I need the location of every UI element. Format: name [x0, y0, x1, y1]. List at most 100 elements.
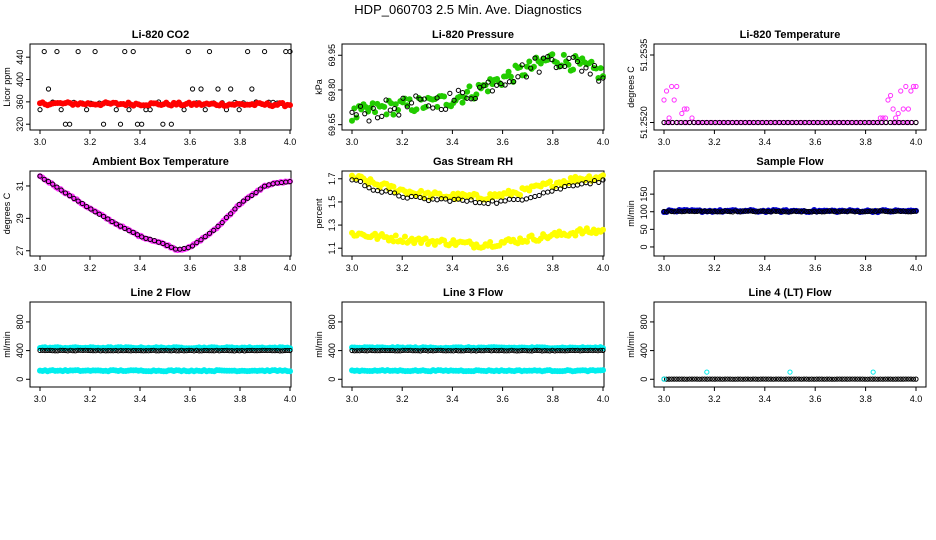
data-point	[421, 196, 427, 202]
data-point	[135, 347, 142, 354]
y-tick-label: 1.5	[327, 196, 337, 209]
data-point	[839, 376, 845, 382]
y-tick-label: 51.2520	[639, 106, 649, 139]
data-point	[839, 208, 845, 214]
data-point	[885, 376, 891, 382]
data-point	[487, 238, 494, 245]
data-point	[196, 348, 202, 354]
data-point	[382, 347, 388, 354]
data-point	[834, 119, 840, 126]
data-point	[717, 209, 723, 215]
data-point	[189, 243, 196, 249]
data-point	[709, 208, 715, 214]
data-point	[464, 198, 470, 204]
data-point	[842, 376, 848, 382]
data-point	[547, 178, 554, 185]
data-point	[674, 376, 680, 382]
data-point	[684, 106, 690, 112]
data-point	[829, 376, 835, 382]
data-point	[791, 119, 797, 126]
panel-title: Li-820 Temperature	[740, 29, 841, 41]
data-point	[353, 112, 359, 118]
data-point	[466, 83, 473, 90]
data-point	[254, 348, 260, 354]
data-point	[206, 348, 212, 354]
data-point	[826, 376, 833, 382]
y-tick-label: 51.2535	[639, 39, 649, 72]
data-point	[773, 208, 779, 215]
data-point	[272, 348, 278, 354]
data-point	[666, 376, 672, 382]
data-point	[359, 347, 365, 353]
panel-title: Line 3 Flow	[443, 287, 503, 299]
data-point	[451, 97, 457, 103]
data-point	[284, 347, 291, 354]
data-point	[438, 106, 444, 113]
data-point	[349, 117, 355, 124]
y-tick-label: 800	[327, 314, 337, 329]
data-point	[407, 347, 413, 353]
series-3	[37, 347, 293, 354]
data-point	[369, 347, 375, 354]
data-point	[472, 199, 478, 206]
data-point	[415, 235, 422, 242]
x-tick-label: 3.4	[759, 263, 772, 273]
data-point	[714, 209, 721, 215]
data-point	[898, 88, 904, 94]
series-2	[37, 367, 293, 375]
data-point	[747, 208, 754, 214]
data-point	[809, 209, 815, 215]
data-point	[768, 209, 774, 215]
data-point	[760, 376, 766, 382]
data-point	[362, 183, 368, 189]
data-point	[791, 208, 797, 214]
data-point	[460, 348, 467, 354]
data-point	[370, 187, 376, 193]
series-1	[661, 83, 919, 126]
x-tick-label: 3.6	[496, 137, 509, 147]
plot-frame	[341, 170, 605, 257]
data-point	[369, 100, 376, 107]
plot-frame	[29, 43, 292, 131]
data-point	[870, 376, 876, 382]
data-point	[221, 347, 227, 354]
data-point	[542, 348, 548, 354]
panel-2: Li-820 Pressure 3.0 3.2 3.4 3.6 3.8 4.0 69.65 69…	[314, 29, 609, 147]
data-point	[483, 347, 489, 353]
data-point	[798, 376, 805, 382]
data-point	[684, 119, 690, 126]
data-point	[755, 208, 761, 214]
data-point	[587, 71, 593, 77]
data-point	[519, 197, 525, 203]
data-point	[430, 105, 436, 111]
data-point	[92, 209, 98, 215]
data-point	[847, 208, 853, 214]
data-point	[494, 200, 500, 206]
data-point	[519, 62, 525, 68]
data-point	[778, 119, 784, 126]
data-point	[549, 347, 555, 353]
data-point	[105, 216, 111, 222]
data-point	[870, 369, 876, 375]
data-point	[880, 376, 886, 382]
data-point	[274, 347, 280, 354]
data-point	[859, 119, 866, 126]
data-point	[122, 48, 128, 55]
data-point	[880, 115, 886, 121]
data-point	[455, 87, 461, 93]
data-point	[887, 92, 894, 99]
data-point	[60, 347, 66, 353]
x-tick-label: 3.2	[396, 137, 409, 147]
data-point	[758, 208, 764, 214]
data-point	[362, 111, 368, 117]
data-point	[801, 376, 807, 382]
data-point	[391, 106, 398, 112]
data-point	[768, 376, 774, 382]
data-point	[257, 186, 263, 192]
data-point	[572, 232, 579, 239]
data-point	[173, 348, 179, 354]
data-point	[357, 178, 364, 185]
x-tick-label: 3.0	[34, 263, 47, 273]
data-point	[732, 208, 738, 214]
data-point	[244, 347, 250, 354]
